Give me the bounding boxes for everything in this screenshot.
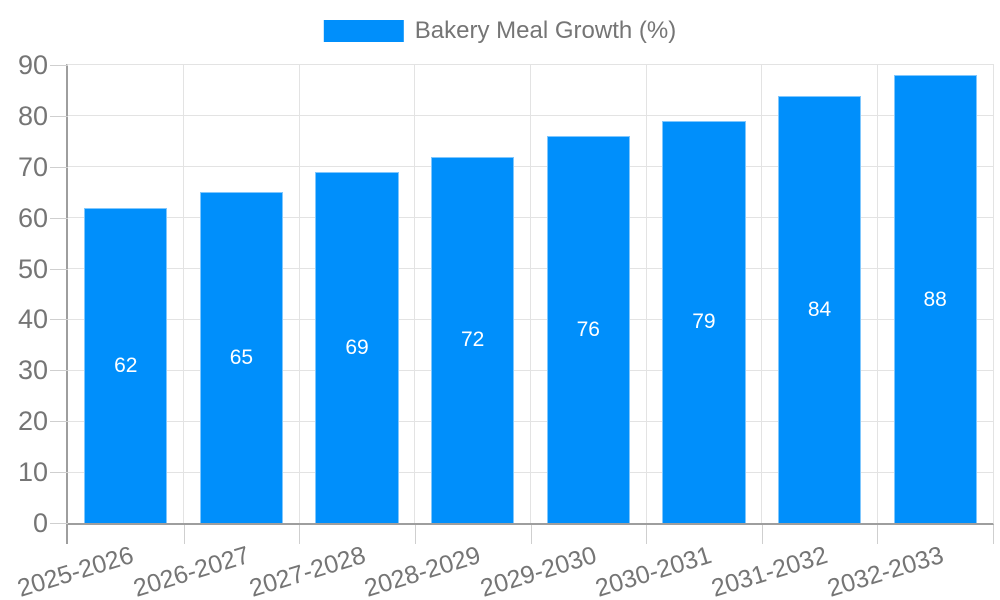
- x-axis-label: 2029-2030: [476, 541, 600, 600]
- x-axis-tick: [530, 525, 532, 544]
- bar[interactable]: 65: [199, 192, 284, 523]
- bar[interactable]: 72: [431, 156, 515, 523]
- x-axis-label: 2025-2026: [14, 541, 137, 600]
- x-axis-tick: [183, 525, 185, 544]
- bar-value-label: 62: [114, 353, 138, 377]
- x-axis-tick: [66, 525, 68, 544]
- y-axis-tick: [50, 65, 68, 66]
- bar-value-label: 76: [576, 318, 600, 342]
- bar[interactable]: 76: [546, 136, 630, 523]
- y-axis-label: 20: [17, 406, 48, 437]
- y-axis-label: 0: [32, 508, 48, 538]
- gridline-v: [298, 65, 300, 523]
- x-axis-tick: [299, 525, 301, 544]
- bar[interactable]: 69: [315, 171, 399, 523]
- plot-area: 62 65 69 72 76 79 84 88: [66, 64, 994, 525]
- bar-value-label: 88: [923, 287, 947, 311]
- x-axis-label: 2026-2027: [130, 541, 253, 600]
- legend-swatch: [323, 20, 404, 42]
- y-axis-tick: [50, 217, 68, 219]
- y-axis-tick: [50, 166, 68, 168]
- y-axis-tick: [50, 115, 68, 117]
- gridline-v: [645, 65, 647, 523]
- gridline-v: [414, 65, 416, 523]
- bar[interactable]: 62: [84, 207, 168, 523]
- y-axis-tick: [50, 472, 68, 474]
- x-axis-label: 2027-2028: [245, 541, 369, 600]
- x-axis-tick: [993, 525, 994, 544]
- y-axis-label: 90: [17, 50, 48, 80]
- legend-label: Bakery Meal Growth (%): [414, 17, 677, 44]
- y-axis-label: 60: [17, 202, 48, 233]
- y-axis-label: 30: [17, 355, 48, 386]
- x-axis-label: 2030-2031: [592, 541, 716, 600]
- y-axis-label: 70: [17, 151, 48, 182]
- gridline-v: [183, 65, 185, 523]
- x-axis-tick: [646, 525, 648, 544]
- x-axis-label: 2032-2033: [823, 541, 947, 600]
- y-axis-label: 80: [17, 100, 48, 131]
- y-axis-tick: [50, 421, 68, 423]
- bar-value-label: 65: [229, 346, 254, 370]
- y-axis-tick: [50, 319, 68, 321]
- x-axis-tick: [414, 525, 416, 544]
- x-axis-tick: [877, 525, 879, 544]
- bar[interactable]: 79: [662, 120, 746, 523]
- legend-item[interactable]: Bakery Meal Growth (%): [323, 17, 677, 45]
- gridline-v: [761, 65, 763, 523]
- bar-value-label: 69: [345, 335, 369, 359]
- bar-value-label: 72: [461, 328, 485, 352]
- bar-value-label: 79: [692, 310, 716, 334]
- y-axis-label: 10: [17, 457, 48, 488]
- bar[interactable]: 84: [777, 95, 862, 523]
- bar-value-label: 84: [807, 297, 832, 321]
- gridline-v: [876, 65, 878, 523]
- y-axis-tick: [50, 370, 68, 372]
- bar[interactable]: 88: [893, 75, 977, 523]
- gridline-v: [530, 65, 531, 523]
- y-axis-tick: [50, 268, 68, 270]
- y-axis-label: 40: [17, 304, 48, 335]
- y-axis-label: 50: [17, 253, 48, 284]
- x-axis-label: 2028-2029: [361, 541, 484, 600]
- x-axis-label: 2031-2032: [708, 541, 831, 600]
- y-axis-tick: [50, 523, 68, 524]
- x-axis-tick: [761, 525, 763, 544]
